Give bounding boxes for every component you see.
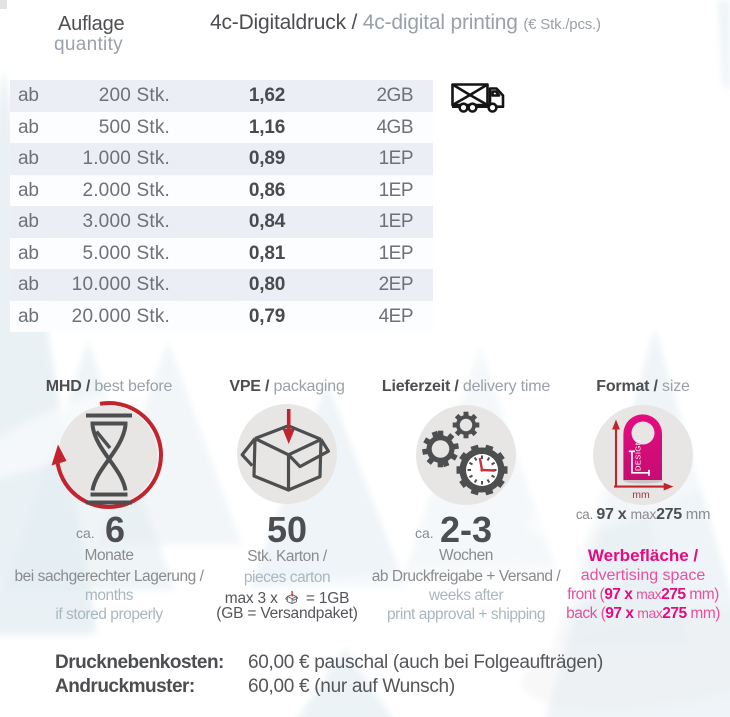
- svg-text:mm: mm: [632, 489, 650, 501]
- svg-text:DESIGN: DESIGN: [634, 439, 643, 471]
